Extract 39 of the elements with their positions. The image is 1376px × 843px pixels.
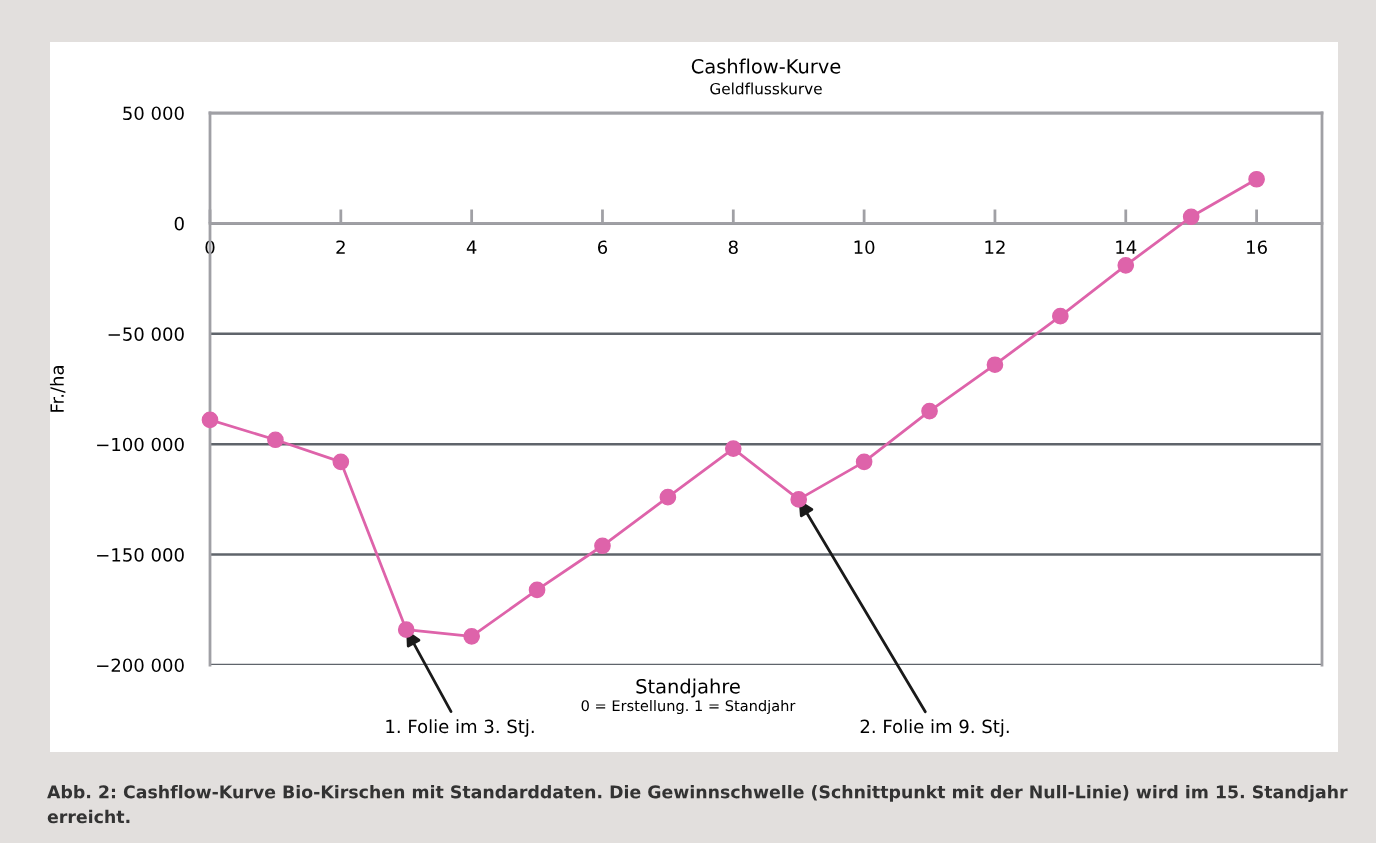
point <box>1182 208 1200 226</box>
point <box>463 627 480 645</box>
text: 0 = Erstellung. 1 = Standjahr <box>581 699 796 715</box>
point <box>528 581 546 599</box>
y-tick-label: −50 000 <box>108 327 184 341</box>
point <box>267 431 284 449</box>
x-tick-label: 6 <box>597 240 608 255</box>
chart-title: Cashflow-Kurve <box>691 58 841 74</box>
x-tick-label: 10 <box>854 240 875 255</box>
point <box>397 621 415 639</box>
point <box>1117 257 1135 274</box>
point <box>201 411 219 429</box>
x-tick-label: 2 <box>336 240 345 254</box>
x-axis-title: Standjahre <box>636 678 740 698</box>
point <box>1248 170 1265 188</box>
x-tick-label: 12 <box>985 240 1005 254</box>
y-tick-label: 0 <box>174 216 184 231</box>
point <box>921 402 938 420</box>
point <box>790 491 808 508</box>
y-tick-label: 50 000 <box>123 106 184 121</box>
point <box>986 356 1004 374</box>
chart-subtitle: Geldflusskurve <box>710 82 822 95</box>
y-tick-label: −200 000 <box>97 658 184 673</box>
x-tick-label: 14 <box>1116 240 1137 254</box>
point <box>855 453 873 471</box>
x-tick-label: 16 <box>1247 240 1267 255</box>
point <box>659 488 677 506</box>
y-axis-title: Fr./ha <box>49 366 66 412</box>
point <box>332 453 350 471</box>
y-tick-label: −100 000 <box>97 437 184 452</box>
x-tick-label: 4 <box>466 240 477 254</box>
point <box>594 537 611 555</box>
y-tick-label: −150 000 <box>97 548 184 562</box>
annotation: 2. Folie im 9. Stj. <box>860 719 1009 737</box>
caption: Abb. 2: Cashflow-Kurve Bio-Kirschen mit Standarddaten. Die Gewinnschwelle (Schnittpunkt mit der Null-Linie) wird im 15. Standjahr erreicht. <box>47 785 1348 824</box>
x-tick-label: 8 <box>728 240 738 255</box>
point <box>724 440 742 457</box>
point <box>1052 307 1069 325</box>
annotation: 1. Folie im 3. Stj. <box>386 719 534 737</box>
